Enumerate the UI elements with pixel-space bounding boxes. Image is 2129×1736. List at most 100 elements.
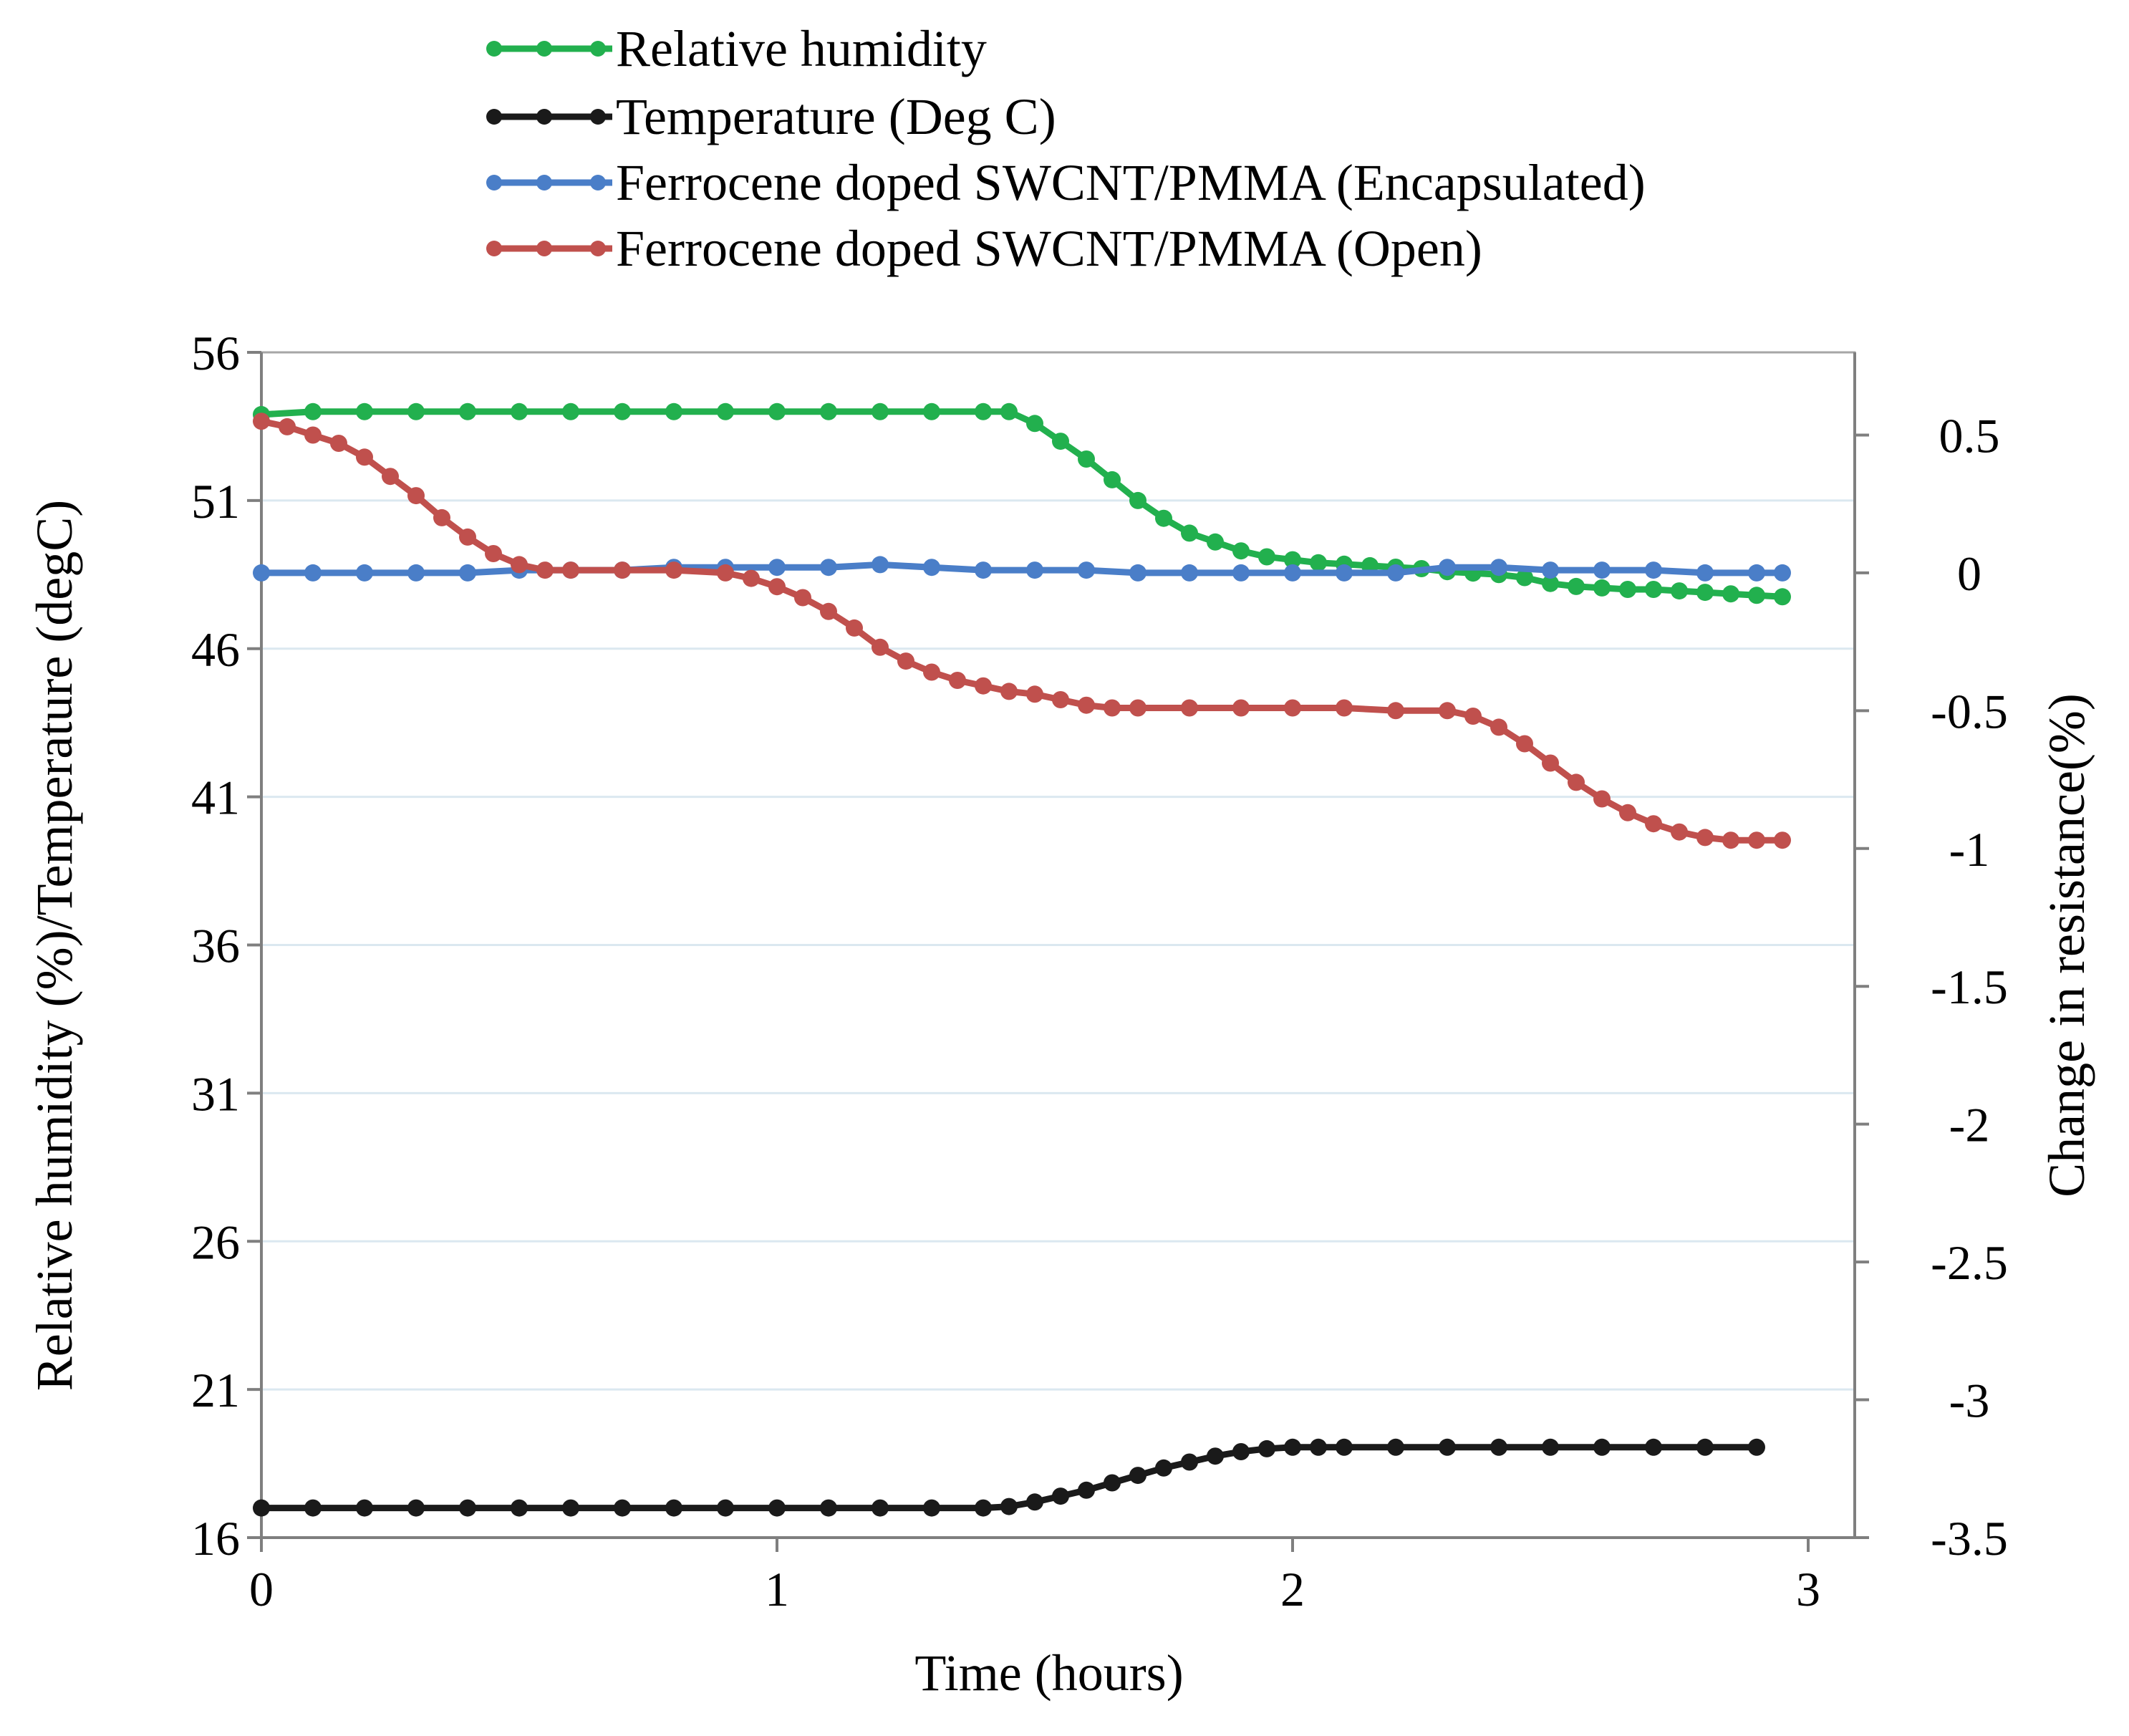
left-y-tick-label: 36 — [191, 919, 240, 973]
data-point — [923, 402, 940, 420]
data-point — [1490, 559, 1507, 577]
x-tick-label: 0 — [249, 1562, 274, 1616]
data-point — [1284, 564, 1301, 582]
data-point — [1696, 584, 1714, 602]
data-point — [614, 402, 631, 420]
left-y-tick-label: 46 — [191, 622, 240, 677]
data-point — [717, 564, 734, 582]
data-point — [1000, 1498, 1018, 1515]
tick-labels: 1621263136414651560.50-0.5-1-1.5-2-2.5-3… — [191, 326, 2008, 1616]
data-point — [975, 677, 992, 695]
right-y-tick-label: -1.5 — [1931, 960, 2008, 1014]
right-y-tick-label: -0.5 — [1931, 684, 2008, 738]
data-point — [536, 561, 554, 579]
legend-item-relative-humidity: Relative humidity — [486, 20, 987, 77]
data-point — [356, 448, 373, 466]
data-point — [562, 1499, 579, 1517]
data-point — [794, 589, 811, 607]
data-point — [1284, 551, 1301, 569]
legend-swatch-marker — [590, 175, 606, 191]
data-point — [1593, 561, 1611, 579]
data-point — [1645, 581, 1662, 598]
data-point — [872, 1499, 889, 1517]
legend-label-encapsulated: Ferrocene doped SWCNT/PMMA (Encapsulated… — [616, 154, 1646, 211]
data-point — [717, 402, 734, 420]
data-point — [975, 561, 992, 579]
ticks — [247, 351, 1869, 1552]
right-y-tick-label: -3 — [1949, 1374, 1990, 1428]
data-point — [304, 402, 322, 420]
data-point — [923, 559, 940, 577]
x-tick-label: 2 — [1280, 1562, 1305, 1616]
data-point — [253, 413, 270, 430]
data-point — [923, 663, 940, 681]
data-point — [1026, 685, 1043, 703]
data-point — [1155, 509, 1172, 527]
series-3 — [253, 413, 1791, 849]
legend-item-encapsulated: Ferrocene doped SWCNT/PMMA (Encapsulated… — [486, 154, 1646, 211]
data-point — [1774, 564, 1791, 582]
legend-item-open: Ferrocene doped SWCNT/PMMA (Open) — [486, 220, 1482, 277]
data-point — [1181, 564, 1198, 582]
data-point — [1232, 564, 1250, 582]
series-layer — [253, 402, 1791, 1517]
data-point — [1645, 1438, 1662, 1456]
data-point — [304, 564, 322, 582]
data-point — [1696, 564, 1714, 582]
data-point — [949, 672, 966, 689]
data-point — [1696, 829, 1714, 847]
data-point — [614, 561, 631, 579]
data-point — [330, 435, 347, 452]
right-y-axis-title: Change in resistance(%) — [2038, 693, 2095, 1197]
data-point — [1516, 569, 1533, 587]
data-point — [768, 1499, 786, 1517]
data-point — [1078, 696, 1095, 714]
legend-swatch-marker — [536, 241, 552, 256]
data-point — [1284, 699, 1301, 717]
data-point — [1078, 561, 1095, 579]
right-y-tick-label: -2 — [1949, 1098, 1990, 1152]
left-y-tick-label: 56 — [191, 326, 240, 380]
data-point — [1129, 491, 1146, 509]
data-point — [1439, 702, 1456, 720]
data-point — [1078, 1481, 1095, 1499]
data-point — [1155, 1459, 1172, 1477]
legend-swatch-marker — [486, 241, 502, 256]
data-point — [1387, 1438, 1404, 1456]
data-point — [1542, 1438, 1559, 1456]
data-point — [1181, 1453, 1198, 1471]
data-point — [820, 559, 837, 577]
data-point — [1748, 831, 1765, 849]
data-point — [1619, 581, 1636, 598]
right-y-tick-label: -3.5 — [1931, 1511, 2008, 1566]
data-point — [1542, 754, 1559, 772]
data-point — [1104, 1474, 1121, 1492]
data-point — [1593, 579, 1611, 597]
data-point — [1181, 699, 1198, 717]
legend-label-temperature: Temperature (Deg C) — [616, 88, 1056, 145]
data-point — [897, 652, 914, 670]
legend-swatch-marker — [536, 109, 552, 125]
series-1 — [253, 1438, 1765, 1517]
data-point — [1310, 554, 1327, 572]
data-point — [1439, 1438, 1456, 1456]
data-point — [1542, 561, 1559, 579]
legend: Relative humidity Temperature (Deg C) Fe… — [486, 20, 1646, 277]
data-point — [407, 402, 425, 420]
data-point — [1052, 433, 1069, 450]
left-y-tick-label: 26 — [191, 1215, 240, 1269]
data-point — [407, 1499, 425, 1517]
data-point — [1722, 831, 1739, 849]
data-point — [1593, 790, 1611, 808]
data-point — [1387, 702, 1404, 720]
data-point — [872, 556, 889, 574]
right-y-tick-label: 0 — [1957, 546, 1981, 601]
data-point — [1104, 471, 1121, 488]
data-point — [1336, 699, 1353, 717]
data-point — [768, 578, 786, 596]
data-point — [1258, 1440, 1275, 1457]
data-point — [1490, 1438, 1507, 1456]
data-point — [1026, 1493, 1043, 1511]
data-point — [382, 468, 399, 486]
data-point — [665, 561, 682, 579]
